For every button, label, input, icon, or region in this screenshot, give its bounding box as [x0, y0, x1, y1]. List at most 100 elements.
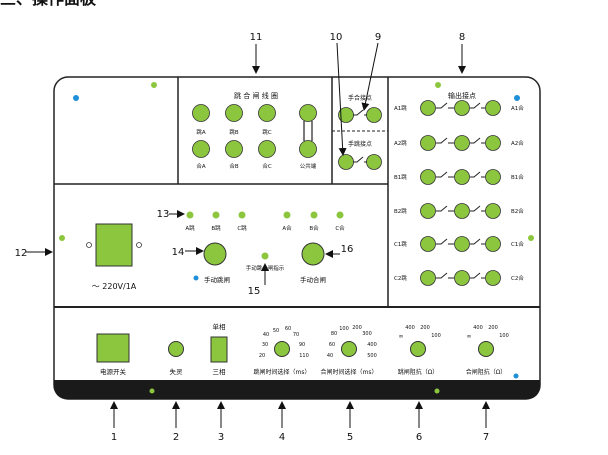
close-time-scale: 200: [352, 325, 362, 331]
page-title: 三、操作面板: [0, 0, 97, 8]
screw-dot-blue: [73, 95, 79, 101]
callout-number-4: 4: [279, 432, 285, 443]
transformer-box: [95, 223, 133, 267]
indicator-label-b-trip: B跳: [211, 224, 221, 232]
coil-label-close-c: 合C: [262, 162, 272, 170]
screw-dot-green: [528, 235, 534, 241]
trip-resistance-knob[interactable]: [410, 341, 426, 357]
close-time-scale: 300: [362, 331, 372, 337]
callout-number-2: 2: [173, 432, 179, 443]
output-terminal[interactable]: [485, 169, 501, 185]
trip-close-indicator-light: [261, 252, 269, 260]
screw-dot-blue: [514, 95, 520, 101]
output-terminal[interactable]: [485, 100, 501, 116]
trip-resistance-scale: 100: [431, 333, 441, 339]
loss-of-sync-button[interactable]: [168, 341, 184, 357]
indicator-label-b-close: B合: [309, 224, 319, 232]
close-resistance-scale: 200: [488, 325, 498, 331]
screw-dot-green: [149, 388, 155, 394]
coil-label-trip-a: 跳A: [196, 128, 206, 136]
indicator-light-c-trip: [238, 211, 246, 219]
coil-label-common: 公共端: [300, 162, 317, 170]
trip-time-scale: 50: [273, 328, 279, 334]
coil-terminal-common-top[interactable]: [299, 104, 317, 122]
output-label-right: C2合: [511, 274, 524, 282]
close-resistance-scale: 100: [499, 333, 509, 339]
indicator-label-a-trip: A跳: [185, 224, 195, 232]
trip-time-scale: 90: [299, 342, 305, 348]
output-label-left: A2跳: [394, 139, 407, 147]
manual-close-button[interactable]: [301, 242, 325, 266]
output-label-left: B2跳: [394, 207, 407, 215]
coil-terminal-trip-a[interactable]: [192, 104, 210, 122]
output-terminal[interactable]: [420, 135, 436, 151]
indicator-light-b-trip: [212, 211, 220, 219]
output-label-right: A1合: [511, 104, 524, 112]
manual-trip-terminal-2[interactable]: [366, 154, 382, 170]
output-label-right: A2合: [511, 139, 524, 147]
manual-trip-button[interactable]: [203, 242, 227, 266]
output-terminal[interactable]: [485, 203, 501, 219]
manual-close-switch-symbol: [353, 109, 367, 116]
callout-number-7: 7: [483, 432, 489, 443]
output-terminal[interactable]: [420, 203, 436, 219]
indicator-light-a-close: [283, 211, 291, 219]
trip-time-scale: 110: [299, 353, 309, 359]
manual-trip-button-label: 手动跳闸: [204, 275, 230, 284]
loss-of-sync-label: 失灵: [170, 367, 184, 376]
power-switch[interactable]: [96, 333, 130, 363]
callout-number-12: 12: [15, 248, 28, 259]
close-resistance-label: 合闸阻抗（Ω）: [466, 368, 507, 376]
callout-number-3: 3: [218, 432, 224, 443]
coil-terminal-trip-c[interactable]: [258, 104, 276, 122]
output-terminal[interactable]: [420, 100, 436, 116]
output-label-left: A1跳: [394, 104, 407, 112]
output-terminal[interactable]: [454, 100, 470, 116]
close-resistance-knob[interactable]: [478, 341, 494, 357]
manual-close-point-label: 手合接点: [348, 94, 372, 102]
coil-terminal-common[interactable]: [299, 140, 317, 158]
screw-dot-green: [434, 388, 440, 394]
output-contact-symbol: [436, 102, 454, 109]
output-terminal[interactable]: [420, 236, 436, 252]
output-terminal[interactable]: [454, 135, 470, 151]
output-contact-symbol: [436, 272, 454, 279]
phase-selector-top-label: 单相: [213, 322, 227, 331]
phase-selector-bottom-label: 三相: [213, 367, 227, 376]
callout-number-13: 13: [157, 209, 170, 220]
output-label-left: C1跳: [394, 240, 407, 248]
phase-selector-switch[interactable]: [210, 336, 228, 363]
close-time-scale: 40: [327, 353, 333, 359]
output-contact-symbol: [470, 205, 485, 212]
indicator-light-a-trip: [186, 211, 194, 219]
callout-number-5: 5: [347, 432, 353, 443]
output-terminal[interactable]: [454, 236, 470, 252]
manual-close-terminal-2[interactable]: [366, 107, 382, 123]
output-terminal[interactable]: [420, 169, 436, 185]
coil-terminal-close-c[interactable]: [258, 140, 276, 158]
output-contact-symbol: [436, 238, 454, 245]
coil-label-trip-c: 跳C: [262, 128, 272, 136]
coil-label-trip-b: 跳B: [229, 128, 239, 136]
close-time-scale: 500: [367, 353, 377, 359]
coil-terminal-close-a[interactable]: [192, 140, 210, 158]
transformer-terminal-right: [136, 242, 142, 248]
output-label-right: B1合: [511, 173, 524, 181]
screw-dot-blue: [193, 275, 199, 281]
manual-trip-terminal-1[interactable]: [338, 154, 354, 170]
coil-terminal-trip-b[interactable]: [225, 104, 243, 122]
output-points-title: 输出接点: [448, 91, 476, 100]
callout-number-10: 10: [330, 32, 343, 43]
trip-time-knob[interactable]: [274, 341, 290, 357]
close-time-label: 合闸时间选择（ms）: [321, 368, 378, 376]
coil-terminal-close-b[interactable]: [225, 140, 243, 158]
output-terminal[interactable]: [485, 270, 501, 286]
output-terminal[interactable]: [485, 236, 501, 252]
output-terminal[interactable]: [485, 135, 501, 151]
output-contact-symbol: [470, 272, 485, 279]
output-terminal[interactable]: [454, 270, 470, 286]
output-terminal[interactable]: [420, 270, 436, 286]
output-terminal[interactable]: [454, 203, 470, 219]
output-terminal[interactable]: [454, 169, 470, 185]
close-time-knob[interactable]: [341, 341, 357, 357]
